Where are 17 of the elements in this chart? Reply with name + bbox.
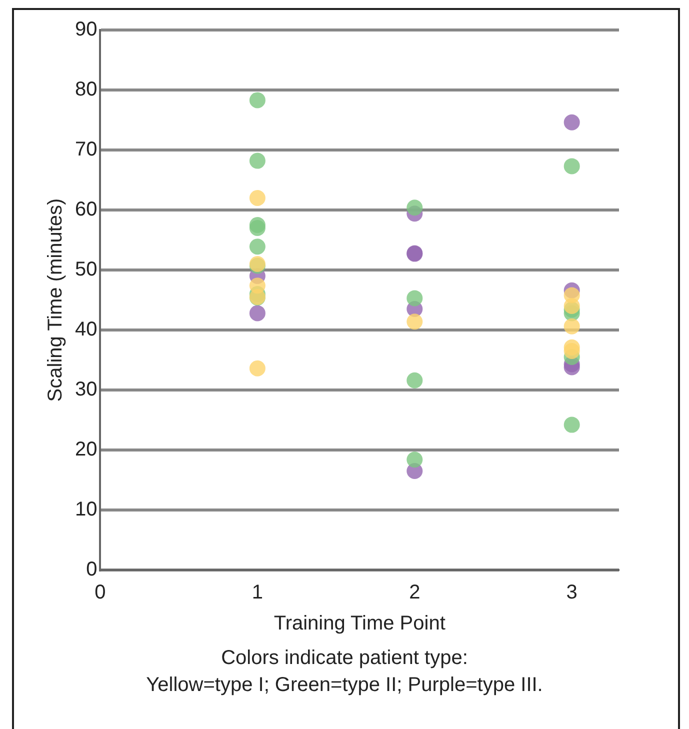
y-tick-label: 60 xyxy=(74,198,98,221)
y-tick-label: 50 xyxy=(74,258,98,281)
y-tick-label: 80 xyxy=(74,78,98,101)
y-axis-title: Scaling Time (minutes) xyxy=(44,198,67,402)
y-tick-label: 90 xyxy=(74,18,98,41)
y-tick-label: 40 xyxy=(74,318,98,341)
text: Yellow=type I; Green=type II; Purple=type III. xyxy=(145,673,544,698)
text: Colors indicate patient type: xyxy=(220,646,469,671)
y-tick-label: 0 xyxy=(86,558,98,581)
x-tick-label: 2 xyxy=(409,582,420,604)
y-tick-label: 10 xyxy=(74,498,98,521)
x-tick-label: 3 xyxy=(566,582,578,604)
y-tick-label: 30 xyxy=(74,378,98,401)
y-tick-label: 70 xyxy=(74,138,98,161)
x-axis-title: Training Time Point xyxy=(274,612,446,635)
x-tick-label: 1 xyxy=(252,582,264,604)
y-tick-label: 20 xyxy=(74,438,98,461)
